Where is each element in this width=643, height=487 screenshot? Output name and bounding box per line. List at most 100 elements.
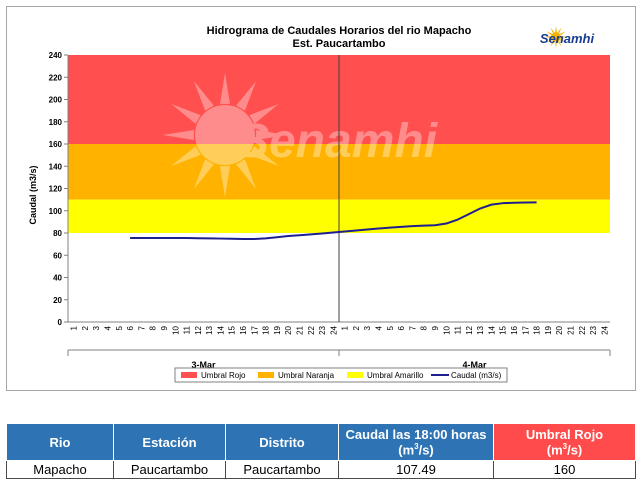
day-label: 4-Mar	[462, 360, 487, 370]
x-tick-label: 16	[510, 325, 519, 334]
logo-sun-core	[551, 32, 561, 42]
header-caudal-unit: (m	[398, 442, 415, 458]
sun-icon	[545, 26, 567, 48]
x-tick-label: 10	[171, 325, 180, 334]
x-tick-label: 14	[216, 325, 225, 334]
watermark-sun-ray	[219, 166, 231, 197]
watermark-sun-ray	[194, 81, 214, 111]
x-tick-label: 22	[578, 325, 587, 334]
watermark-sun-ray	[171, 104, 201, 124]
header-rio: Rio	[6, 423, 114, 461]
x-tick-label: 12	[194, 325, 203, 334]
x-tick-label: 9	[160, 325, 169, 330]
watermark-sun-ray	[171, 146, 201, 166]
x-tick-label: 14	[487, 325, 496, 334]
x-tick-label: 19	[544, 325, 553, 334]
x-tick-label: 6	[397, 325, 406, 330]
logo-sun-ray	[550, 41, 555, 47]
legend-swatch	[258, 372, 274, 378]
cell-rio: Mapacho	[6, 460, 114, 479]
x-tick-label: 21	[295, 325, 304, 334]
y-tick-label: 240	[49, 51, 63, 60]
series-line-caudal	[130, 201, 537, 241]
y-tick-label: 0	[58, 318, 63, 327]
x-tick-label: 20	[284, 325, 293, 334]
chart-subtitle: Est. Paucartambo	[293, 38, 386, 50]
watermark-sun-core	[195, 105, 255, 165]
x-tick-label: 4	[104, 325, 113, 330]
x-tick-label: 16	[239, 325, 248, 334]
y-tick-label: 140	[49, 162, 63, 171]
logo-sun-ray	[546, 38, 552, 43]
x-tick-label: 17	[521, 325, 530, 334]
y-axis-label: Caudal (m3/s)	[28, 165, 38, 224]
x-tick-label: 18	[533, 325, 542, 334]
y-tick-label: 220	[49, 73, 63, 82]
header-caudal-unit-exp: 3	[414, 441, 419, 451]
header-distrito: Distrito	[225, 423, 339, 461]
y-tick-label: 120	[49, 185, 63, 194]
header-umbral-unit-exp: 3	[562, 441, 568, 451]
x-tick-label: 23	[589, 325, 598, 334]
header-caudal: Caudal las 18:00 horas (m3/s)	[338, 423, 494, 461]
x-tick-label: 24	[329, 325, 338, 334]
cell-estacion: Paucartambo	[113, 460, 226, 479]
y-tick-label: 20	[53, 296, 62, 305]
x-tick-label: 23	[318, 325, 327, 334]
x-tick-label: 7	[137, 325, 146, 330]
watermark-sun-icon	[163, 73, 287, 197]
station-table: Rio Estación Distrito Caudal las 18:00 h…	[6, 423, 636, 479]
watermark-sun-ray	[256, 129, 287, 141]
legend-box	[174, 367, 508, 383]
header-umbral-unit: (m	[546, 442, 563, 458]
x-tick-label: 13	[205, 325, 214, 334]
x-tick-label: 11	[454, 325, 463, 334]
y-tick-label: 200	[49, 96, 63, 105]
y-tick-label: 160	[49, 140, 63, 149]
logo-text: Senamhi	[540, 31, 595, 46]
legend-label: Umbral Rojo	[201, 371, 246, 380]
x-tick-label: 5	[386, 325, 395, 330]
watermark-sun-ray	[219, 73, 231, 104]
legend-label: Umbral Amarillo	[367, 371, 424, 380]
x-tick-label: 11	[183, 325, 192, 334]
x-tick-label: 7	[408, 325, 417, 330]
logo-sun-ray	[546, 31, 552, 36]
header-umbral-rojo: Umbral Rojo (m3/s)	[493, 423, 636, 461]
watermark-sun-ray	[194, 159, 214, 189]
x-tick-label: 3	[92, 325, 101, 330]
legend-swatch	[181, 372, 197, 378]
x-tick-label: 15	[228, 325, 237, 334]
x-tick-label: 17	[250, 325, 259, 334]
logo-sun-ray	[560, 31, 566, 36]
cell-caudal: 107.49	[338, 460, 494, 479]
x-tick-label: 20	[555, 325, 564, 334]
series-layer	[130, 201, 537, 241]
watermark-sun-ray	[236, 81, 256, 111]
header-umbral-unit-tail: /s)	[567, 442, 583, 458]
hydrograph-chart: Hidrograma de Caudales Horarios del rio …	[28, 25, 611, 383]
x-tick-label: 2	[81, 325, 90, 330]
x-tick-label: 9	[431, 325, 440, 330]
legend-label: Umbral Naranja	[278, 371, 335, 380]
logo-sun-ray	[557, 41, 562, 47]
watermark-sun-ray	[163, 129, 194, 141]
y-tick-label: 180	[49, 118, 63, 127]
header-caudal-unit-tail: /s)	[418, 442, 434, 458]
header-estacion: Estación	[113, 423, 226, 461]
logo-sun-ray	[550, 27, 555, 33]
logo-sun-ray	[561, 36, 567, 38]
logo-sun-ray	[555, 26, 557, 32]
x-tick-label: 5	[115, 325, 124, 330]
y-tick-label: 40	[53, 274, 62, 283]
x-tick-label: 4	[375, 325, 384, 330]
chart-panel: Hidrograma de Caudales Horarios del rio …	[6, 6, 636, 391]
x-tick-label: 15	[499, 325, 508, 334]
legend-label: Caudal (m3/s)	[451, 371, 502, 380]
x-tick-label: 8	[420, 325, 429, 330]
chart-title: Hidrograma de Caudales Horarios del rio …	[207, 25, 472, 37]
header-caudal-label: Caudal las 18:00 horas	[345, 426, 487, 442]
cell-umbral-rojo: 160	[493, 460, 636, 479]
x-tick-label: 8	[149, 325, 158, 330]
